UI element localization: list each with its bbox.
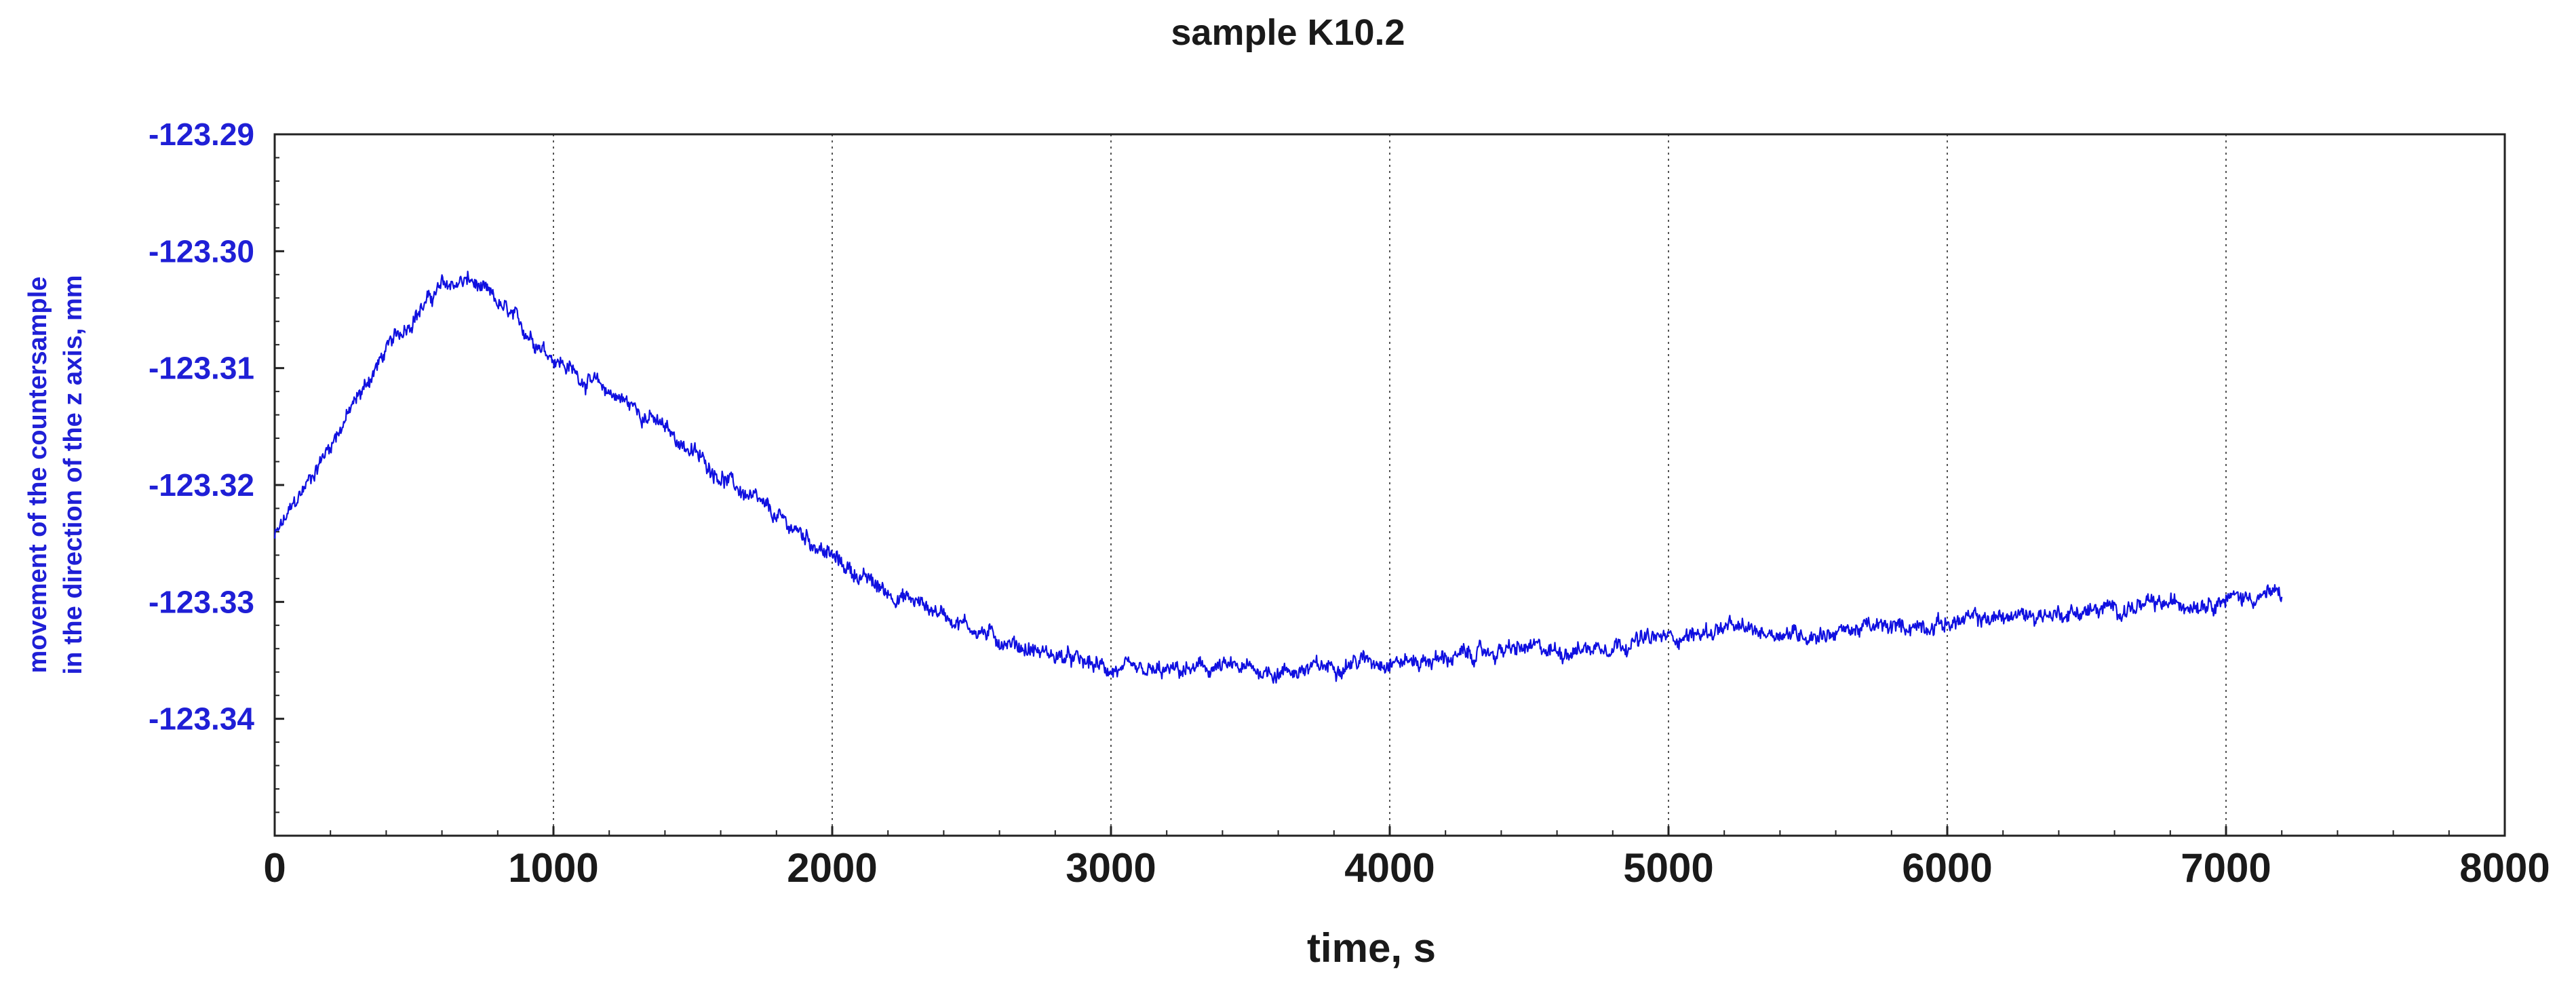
grid-lines [553, 134, 2227, 836]
series-line-z-movement [273, 271, 2283, 684]
x-tick-label: 8000 [2459, 845, 2550, 891]
y-tick-label: -123.31 [149, 351, 254, 386]
y-tick-label: -123.29 [149, 117, 254, 152]
x-tick-label: 7000 [2181, 845, 2271, 891]
x-tick-label: 0 [263, 845, 286, 891]
y-axis-label-line-1: movement of the countersample [24, 277, 52, 674]
x-tick-label: 6000 [1902, 845, 1992, 891]
y-tick-label: -123.30 [149, 233, 254, 269]
x-tick-label: 2000 [787, 845, 877, 891]
x-axis-ticks: 0 1000 2000 3000 4000 5000 6000 7000 8000 [263, 826, 2550, 891]
chart-title: sample K10.2 [1171, 12, 1405, 53]
y-axis-ticks: -123.29 -123.30 -123.31 -123.32 -123.33 -123.… [149, 117, 284, 836]
x-axis-label: time, s [1307, 925, 1436, 971]
y-tick-label: -123.33 [149, 584, 254, 619]
x-tick-label: 3000 [1066, 845, 1156, 891]
y-axis-label-line-2: in the direction of the z axis, mm [59, 275, 87, 674]
y-tick-label: -123.32 [149, 467, 254, 503]
y-tick-label: -123.34 [149, 701, 254, 737]
y-axis-label: movement of the countersample in the dir… [24, 275, 87, 674]
x-tick-label: 1000 [508, 845, 598, 891]
x-tick-label: 4000 [1344, 845, 1435, 891]
x-tick-label: 5000 [1623, 845, 1713, 891]
